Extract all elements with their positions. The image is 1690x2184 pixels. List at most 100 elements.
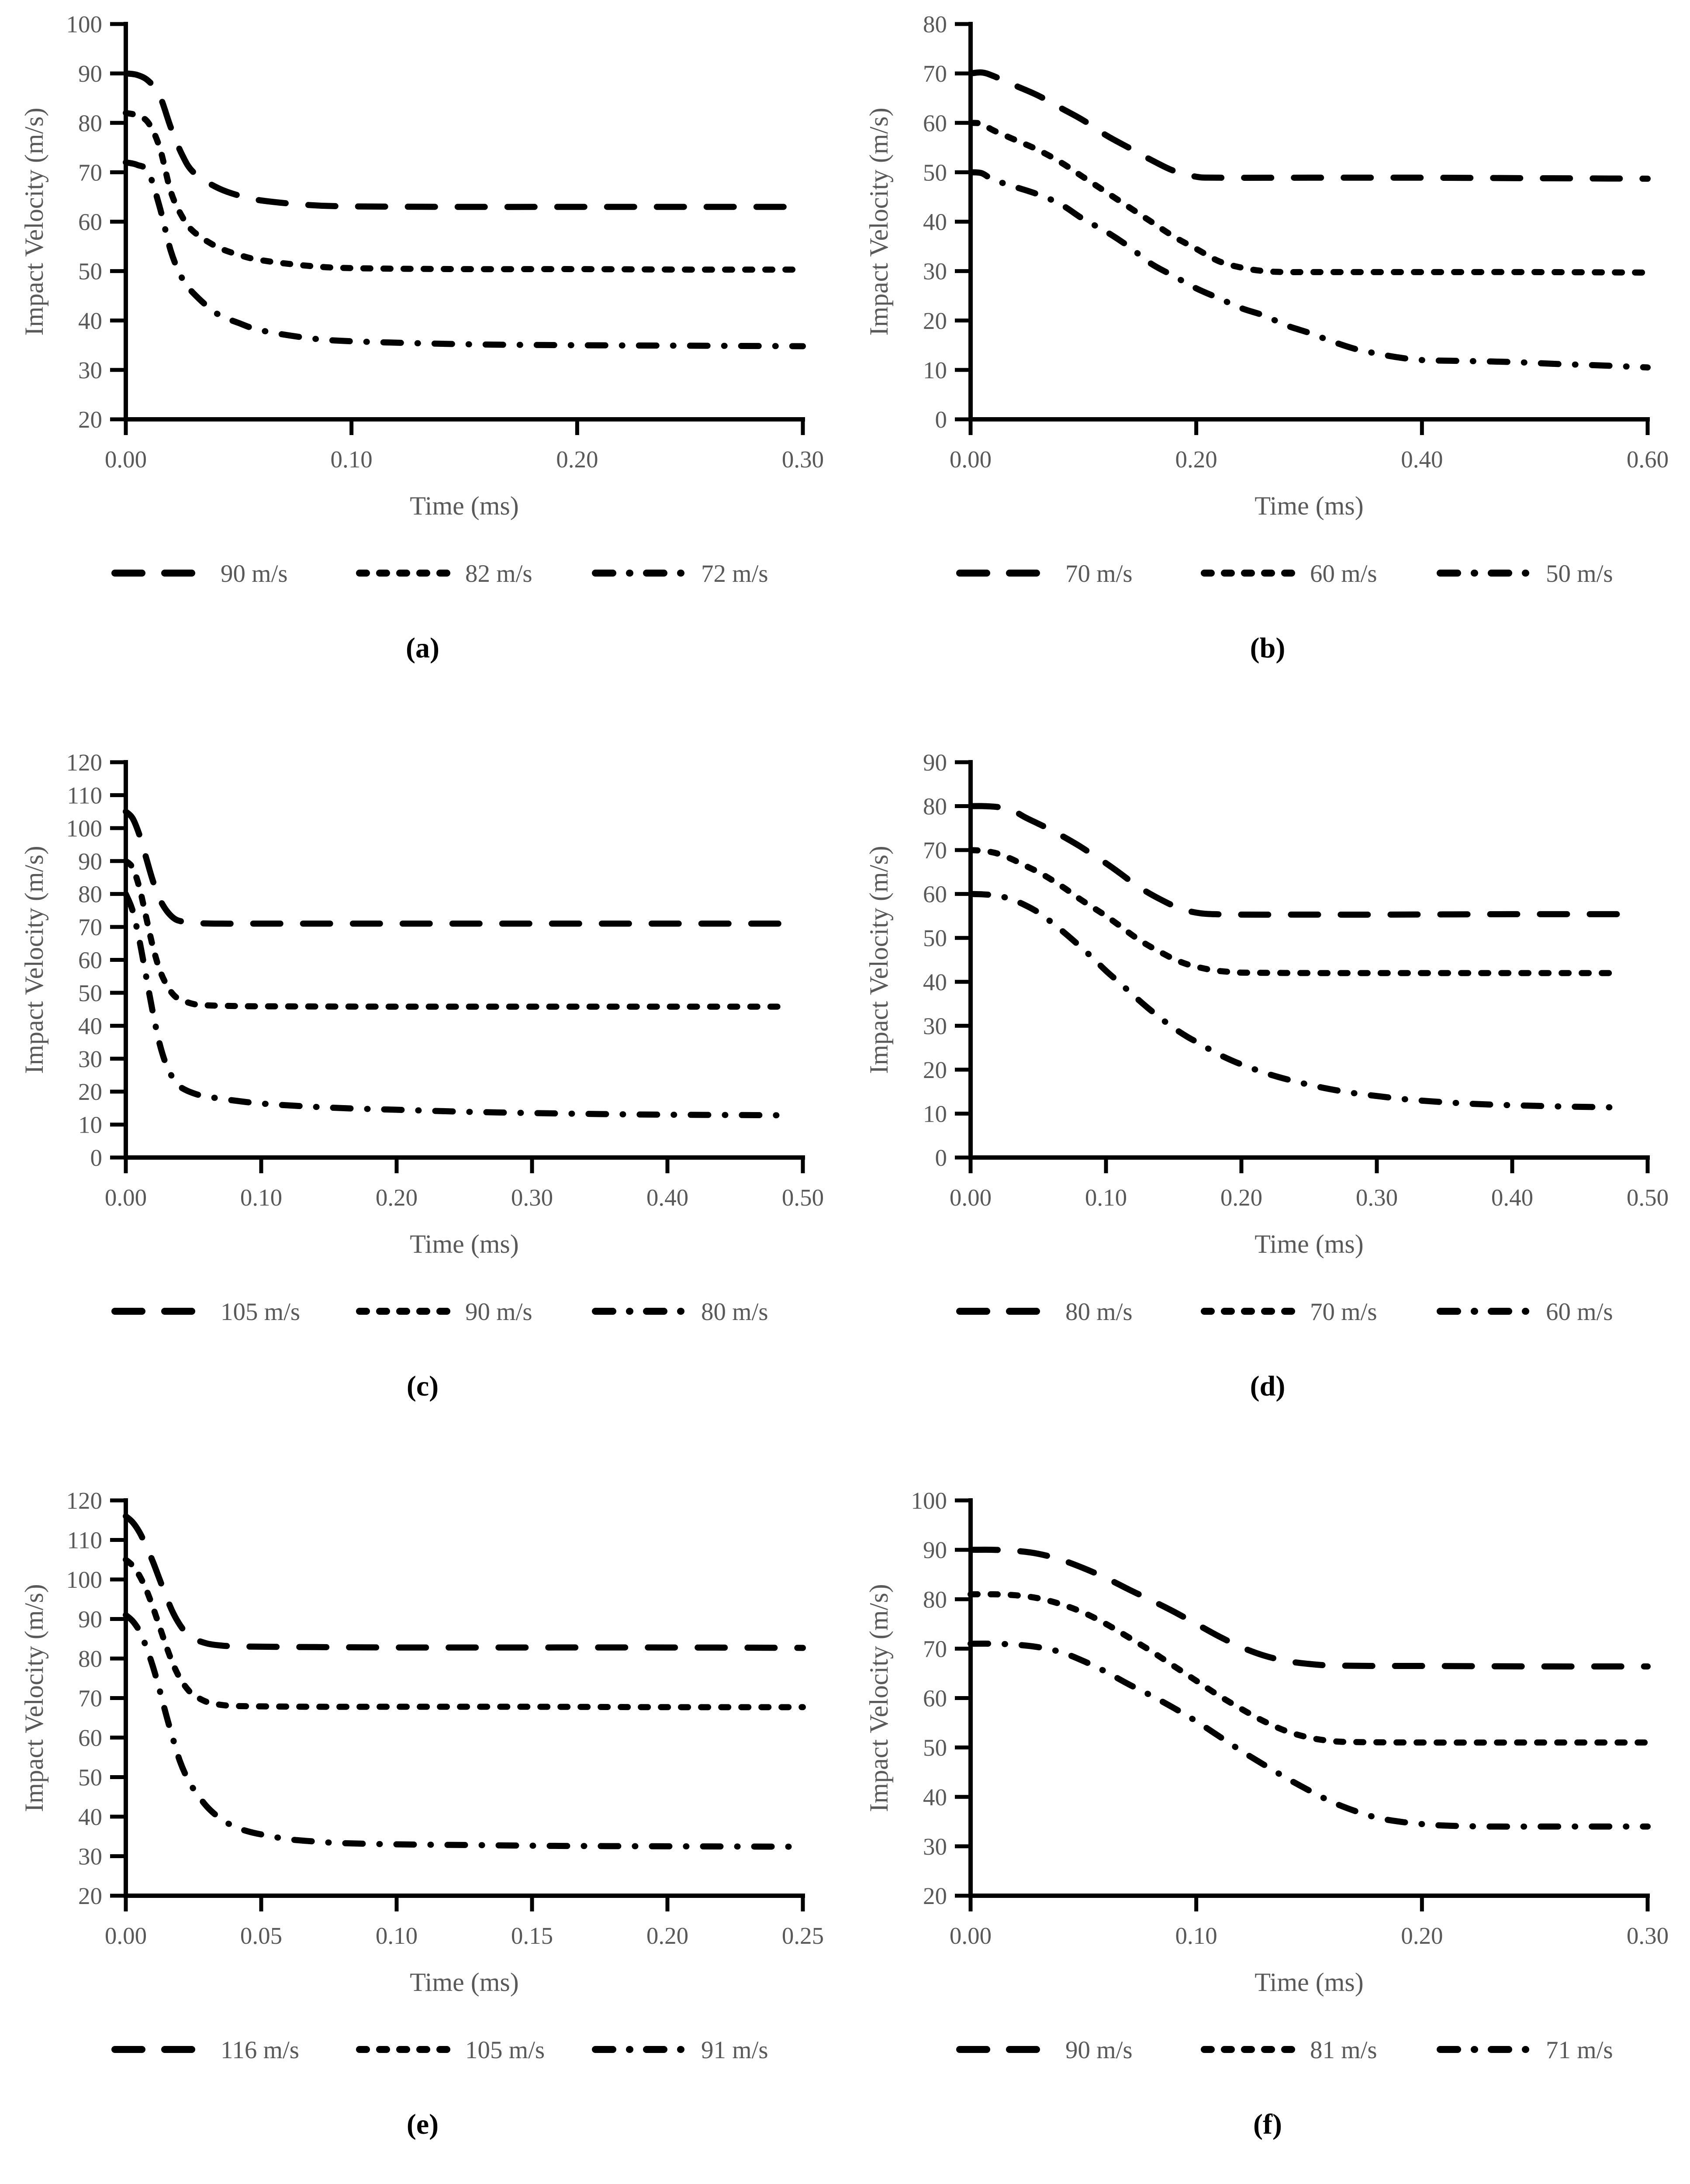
y-axis-title: Impact Velocity (m/s) [864, 1584, 893, 1812]
series-line-80-m-s [122, 891, 792, 1119]
x-tick-label: 0.00 [104, 1922, 146, 1949]
tick-marks [110, 22, 805, 435]
y-axis-title: Impact Velocity (m/s) [864, 107, 893, 335]
legend-label: 60 m/s [1310, 560, 1377, 587]
y-tick-label: 30 [78, 1843, 102, 1870]
legend-label: 116 m/s [221, 2036, 299, 2064]
legend-label: 90 m/s [465, 1298, 532, 1326]
legend-label: 105 m/s [221, 1298, 300, 1326]
y-axis-title: Impact Velocity (m/s) [20, 107, 48, 335]
x-tick-label: 0.10 [240, 1184, 282, 1211]
y-tick-label: 50 [923, 159, 947, 186]
y-tick-label: 80 [923, 11, 947, 38]
y-tick-label: 80 [78, 1645, 102, 1672]
y-tick-label: 50 [923, 1735, 947, 1761]
chart-a-plot: 20 30 40 50 60 70 80 90 100 0.00 0.10 0.20 0.30 Impac… [20, 11, 824, 587]
x-tick-label: 0.40 [1491, 1184, 1533, 1211]
y-tick-label: 80 [78, 881, 102, 908]
series-line-70-m-s [968, 69, 1651, 182]
series-line-90-m-s [122, 858, 792, 1010]
x-tick-label: 0.30 [511, 1184, 553, 1211]
legend-label: 71 m/s [1546, 2036, 1613, 2064]
series-line-91-m-s [122, 1612, 806, 1850]
legend-label: 80 m/s [701, 1298, 768, 1326]
x-tick-label: 0.00 [104, 446, 146, 473]
y-tick-label: 30 [78, 1046, 102, 1072]
x-tick-label: 0.15 [511, 1922, 553, 1949]
legend-label: 70 m/s [1065, 560, 1133, 587]
figure-b: 0 10 20 30 40 50 60 70 80 0.00 0.20 0.40 0.60 Impact … [845, 0, 1690, 738]
figure-e: 20 30 40 50 60 70 80 90 100 110 120 0.00 0.05 0.10 0.1… [0, 1476, 845, 2184]
axes [968, 760, 1650, 1160]
x-tick-label: 0.00 [950, 1184, 992, 1211]
axes [968, 1498, 1650, 1898]
y-axis-title: Impact Velocity (m/s) [20, 1584, 48, 1812]
y-tick-label: 10 [78, 1112, 102, 1138]
y-tick-label: 60 [78, 947, 102, 974]
y-tick-label: 50 [923, 925, 947, 951]
legend-label: 70 m/s [1310, 1298, 1377, 1326]
y-tick-label: 50 [78, 1764, 102, 1791]
axes [123, 1498, 805, 1898]
y-tick-label: 20 [923, 308, 947, 334]
x-tick-label: 0.30 [1627, 1922, 1669, 1949]
x-tick-label: 0.20 [1175, 446, 1217, 473]
tick-labels: 20 30 40 50 60 70 80 90 100 110 120 0.00 0.05 0.10 0.1… [66, 1487, 824, 1949]
y-tick-label: 90 [78, 848, 102, 874]
axes [123, 760, 805, 1160]
x-tick-label: 0.20 [556, 446, 598, 473]
y-tick-label: 90 [923, 1537, 947, 1563]
y-tick-label: 70 [923, 60, 947, 87]
x-tick-label: 0.20 [646, 1922, 688, 1949]
series-line-116-m-s [122, 1513, 806, 1651]
x-axis-title: Time (ms) [1255, 1968, 1364, 1997]
x-tick-label: 0.20 [1401, 1922, 1443, 1949]
y-tick-label: 0 [935, 1144, 947, 1171]
y-tick-label: 80 [923, 793, 947, 820]
y-tick-label: 60 [78, 209, 102, 235]
series-line-80-m-s [968, 803, 1624, 918]
y-tick-label: 70 [78, 914, 102, 940]
x-axis-title: Time (ms) [410, 491, 519, 520]
x-tick-label: 0.00 [950, 446, 992, 473]
y-tick-label: 110 [67, 782, 102, 809]
series-line-50-m-s [968, 169, 1651, 371]
y-tick-label: 90 [78, 1606, 102, 1633]
legend-label: 50 m/s [1546, 560, 1613, 587]
y-tick-label: 80 [78, 110, 102, 136]
tick-marks [955, 1498, 1650, 1911]
x-axis-title: Time (ms) [410, 1230, 519, 1258]
chart-b-caption: (b) [1250, 632, 1286, 664]
chart-d-plot: 0 10 20 30 40 50 60 70 80 90 0.00 0.10 0.20 0.30 0.40 0… [864, 749, 1669, 1326]
legend-label: 60 m/s [1546, 1298, 1613, 1326]
chart-d-caption: (d) [1250, 1370, 1286, 1402]
y-tick-label: 90 [923, 749, 947, 776]
series-line-60-m-s [968, 120, 1651, 276]
y-tick-label: 50 [78, 258, 102, 285]
y-tick-label: 70 [78, 1685, 102, 1712]
legend-label: 105 m/s [465, 2036, 545, 2064]
y-tick-label: 30 [78, 357, 102, 384]
y-tick-label: 20 [923, 1883, 947, 1909]
y-tick-label: 110 [67, 1527, 102, 1554]
series-line-60-m-s [968, 891, 1624, 1111]
y-tick-label: 0 [90, 1144, 102, 1171]
tick-labels: 0 10 20 30 40 50 60 70 80 0.00 0.20 0.40 0.60 [923, 11, 1669, 473]
x-tick-label: 0.05 [240, 1922, 282, 1949]
chart-e-caption: (e) [406, 2108, 439, 2140]
chart-c-caption: (c) [406, 1370, 439, 1402]
chart-e-plot: 20 30 40 50 60 70 80 90 100 110 120 0.00 0.05 0.10 0.1… [20, 1487, 824, 2064]
y-tick-label: 100 [911, 1487, 947, 1514]
chart-c-plot: 0 10 20 30 40 50 60 70 80 90 100 110 120 0.00 0.10 0.20… [20, 749, 824, 1326]
y-tick-label: 20 [78, 1078, 102, 1105]
x-axis-title: Time (ms) [410, 1968, 519, 1997]
y-axis-title: Impact Velocity (m/s) [864, 846, 893, 1074]
figure-f: 20 30 40 50 60 70 80 90 100 0.00 0.10 0.20 0.30 Impac… [845, 1476, 1690, 2184]
y-tick-label: 40 [78, 308, 102, 334]
figure-c: 0 10 20 30 40 50 60 70 80 90 100 110 120 0.00 0.10 0.20… [0, 738, 845, 1476]
series-line-70-m-s [968, 847, 1624, 976]
y-tick-label: 120 [66, 1487, 102, 1514]
tick-marks [110, 760, 805, 1173]
tick-labels: 20 30 40 50 60 70 80 90 100 0.00 0.10 0.20 0.30 [911, 1487, 1669, 1949]
